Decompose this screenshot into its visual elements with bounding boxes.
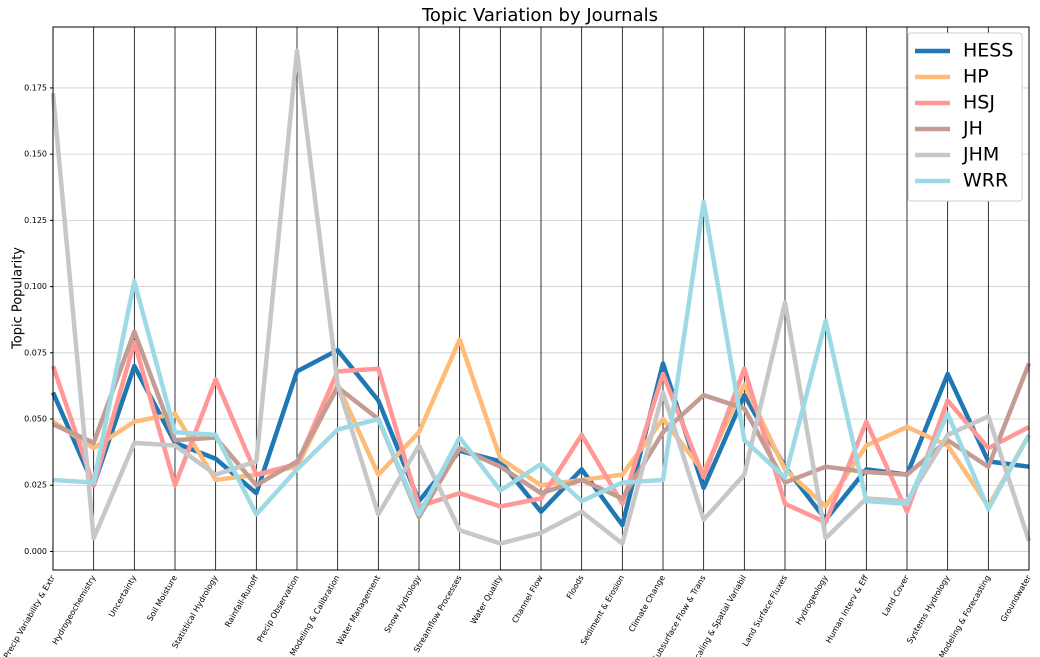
x-tick-label: Systems Hydrology: [905, 574, 952, 646]
series-line: [52, 199, 1031, 517]
x-tick-label: Groundwater: [999, 573, 1033, 623]
y-tick-label: 0.000: [24, 547, 47, 556]
x-tick-label: Land Cover: [880, 573, 911, 617]
x-tick-label: Human Interv & Eff: [824, 573, 870, 644]
x-tick-label: Precip Observation: [255, 574, 301, 644]
x-tick-label: Precip Variability & Extr: [2, 573, 57, 657]
series-line: [50, 339, 1031, 525]
x-tick-label: Sediment & Erosion: [579, 574, 626, 647]
x-tick-label: Channel Flow: [510, 573, 545, 624]
x-tick-label: Climate Change: [627, 574, 667, 634]
legend-label: HESS: [963, 40, 1013, 62]
y-tick-label: 0.050: [24, 415, 47, 424]
x-tick-label: Snow Hydrology: [383, 574, 423, 635]
legend-label: JHM: [962, 144, 999, 166]
y-tick-label: 0.075: [24, 348, 47, 357]
x-tick-label: Statistical Hydrology: [170, 574, 219, 650]
y-tick-label: 0.150: [24, 150, 47, 159]
x-tick-label: Hydrogeochemistry: [51, 574, 98, 647]
x-tick-label: Water Management: [335, 574, 382, 647]
y-tick-label: 0.125: [24, 216, 47, 225]
x-tick-label: Land Surface Fluxes: [741, 574, 789, 648]
x-tick-label: Water Quality: [469, 574, 504, 626]
chart-title: Topic Variation by Journals: [421, 5, 658, 26]
y-axis-label: Topic Popularity: [11, 247, 26, 350]
y-tick-label: 0.175: [24, 83, 47, 92]
x-tick-label: Floods: [565, 574, 586, 601]
series-line: [50, 347, 1030, 528]
series-line: [51, 337, 1031, 509]
legend-label: JH: [962, 118, 983, 140]
x-tick-label: Soil Moisture: [145, 574, 179, 623]
x-tick-label: Hydrogeology: [794, 574, 830, 627]
legend-label: WRR: [963, 170, 1008, 192]
x-tick-label: Uncertainty: [107, 574, 138, 619]
x-tick-label: Rainfall-Runoff: [223, 573, 260, 628]
legend-label: HP: [963, 66, 989, 88]
plot-frame: [52, 26, 1030, 571]
y-tick-label: 0.100: [24, 282, 47, 291]
y-tick-label: 0.025: [24, 481, 47, 490]
x-tick-label: Streamflow Processes: [412, 574, 463, 654]
legend-label: HSJ: [963, 92, 995, 114]
